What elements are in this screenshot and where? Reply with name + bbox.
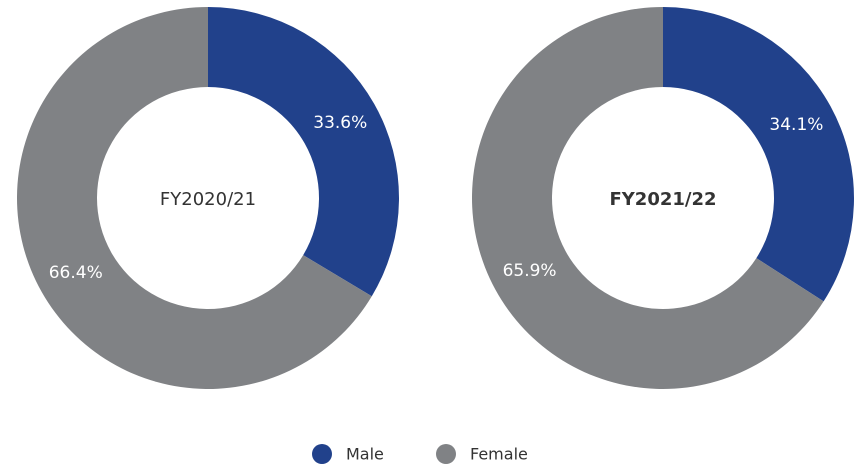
legend-label: Male <box>346 445 384 464</box>
legend-label: Female <box>470 445 528 464</box>
legend-swatch <box>312 444 332 464</box>
legend-swatch <box>436 444 456 464</box>
value-label: 34.1% <box>769 115 823 135</box>
donut-slice <box>663 7 855 302</box>
value-label: 33.6% <box>313 113 367 133</box>
donut-title: FY2020/21 <box>160 189 256 210</box>
donut-slice <box>472 7 824 389</box>
donut-slice <box>17 7 372 389</box>
value-label: 66.4% <box>49 263 103 283</box>
value-label: 65.9% <box>503 261 557 281</box>
donut-slice <box>208 7 400 297</box>
donut-title: FY2021/22 <box>609 189 716 210</box>
